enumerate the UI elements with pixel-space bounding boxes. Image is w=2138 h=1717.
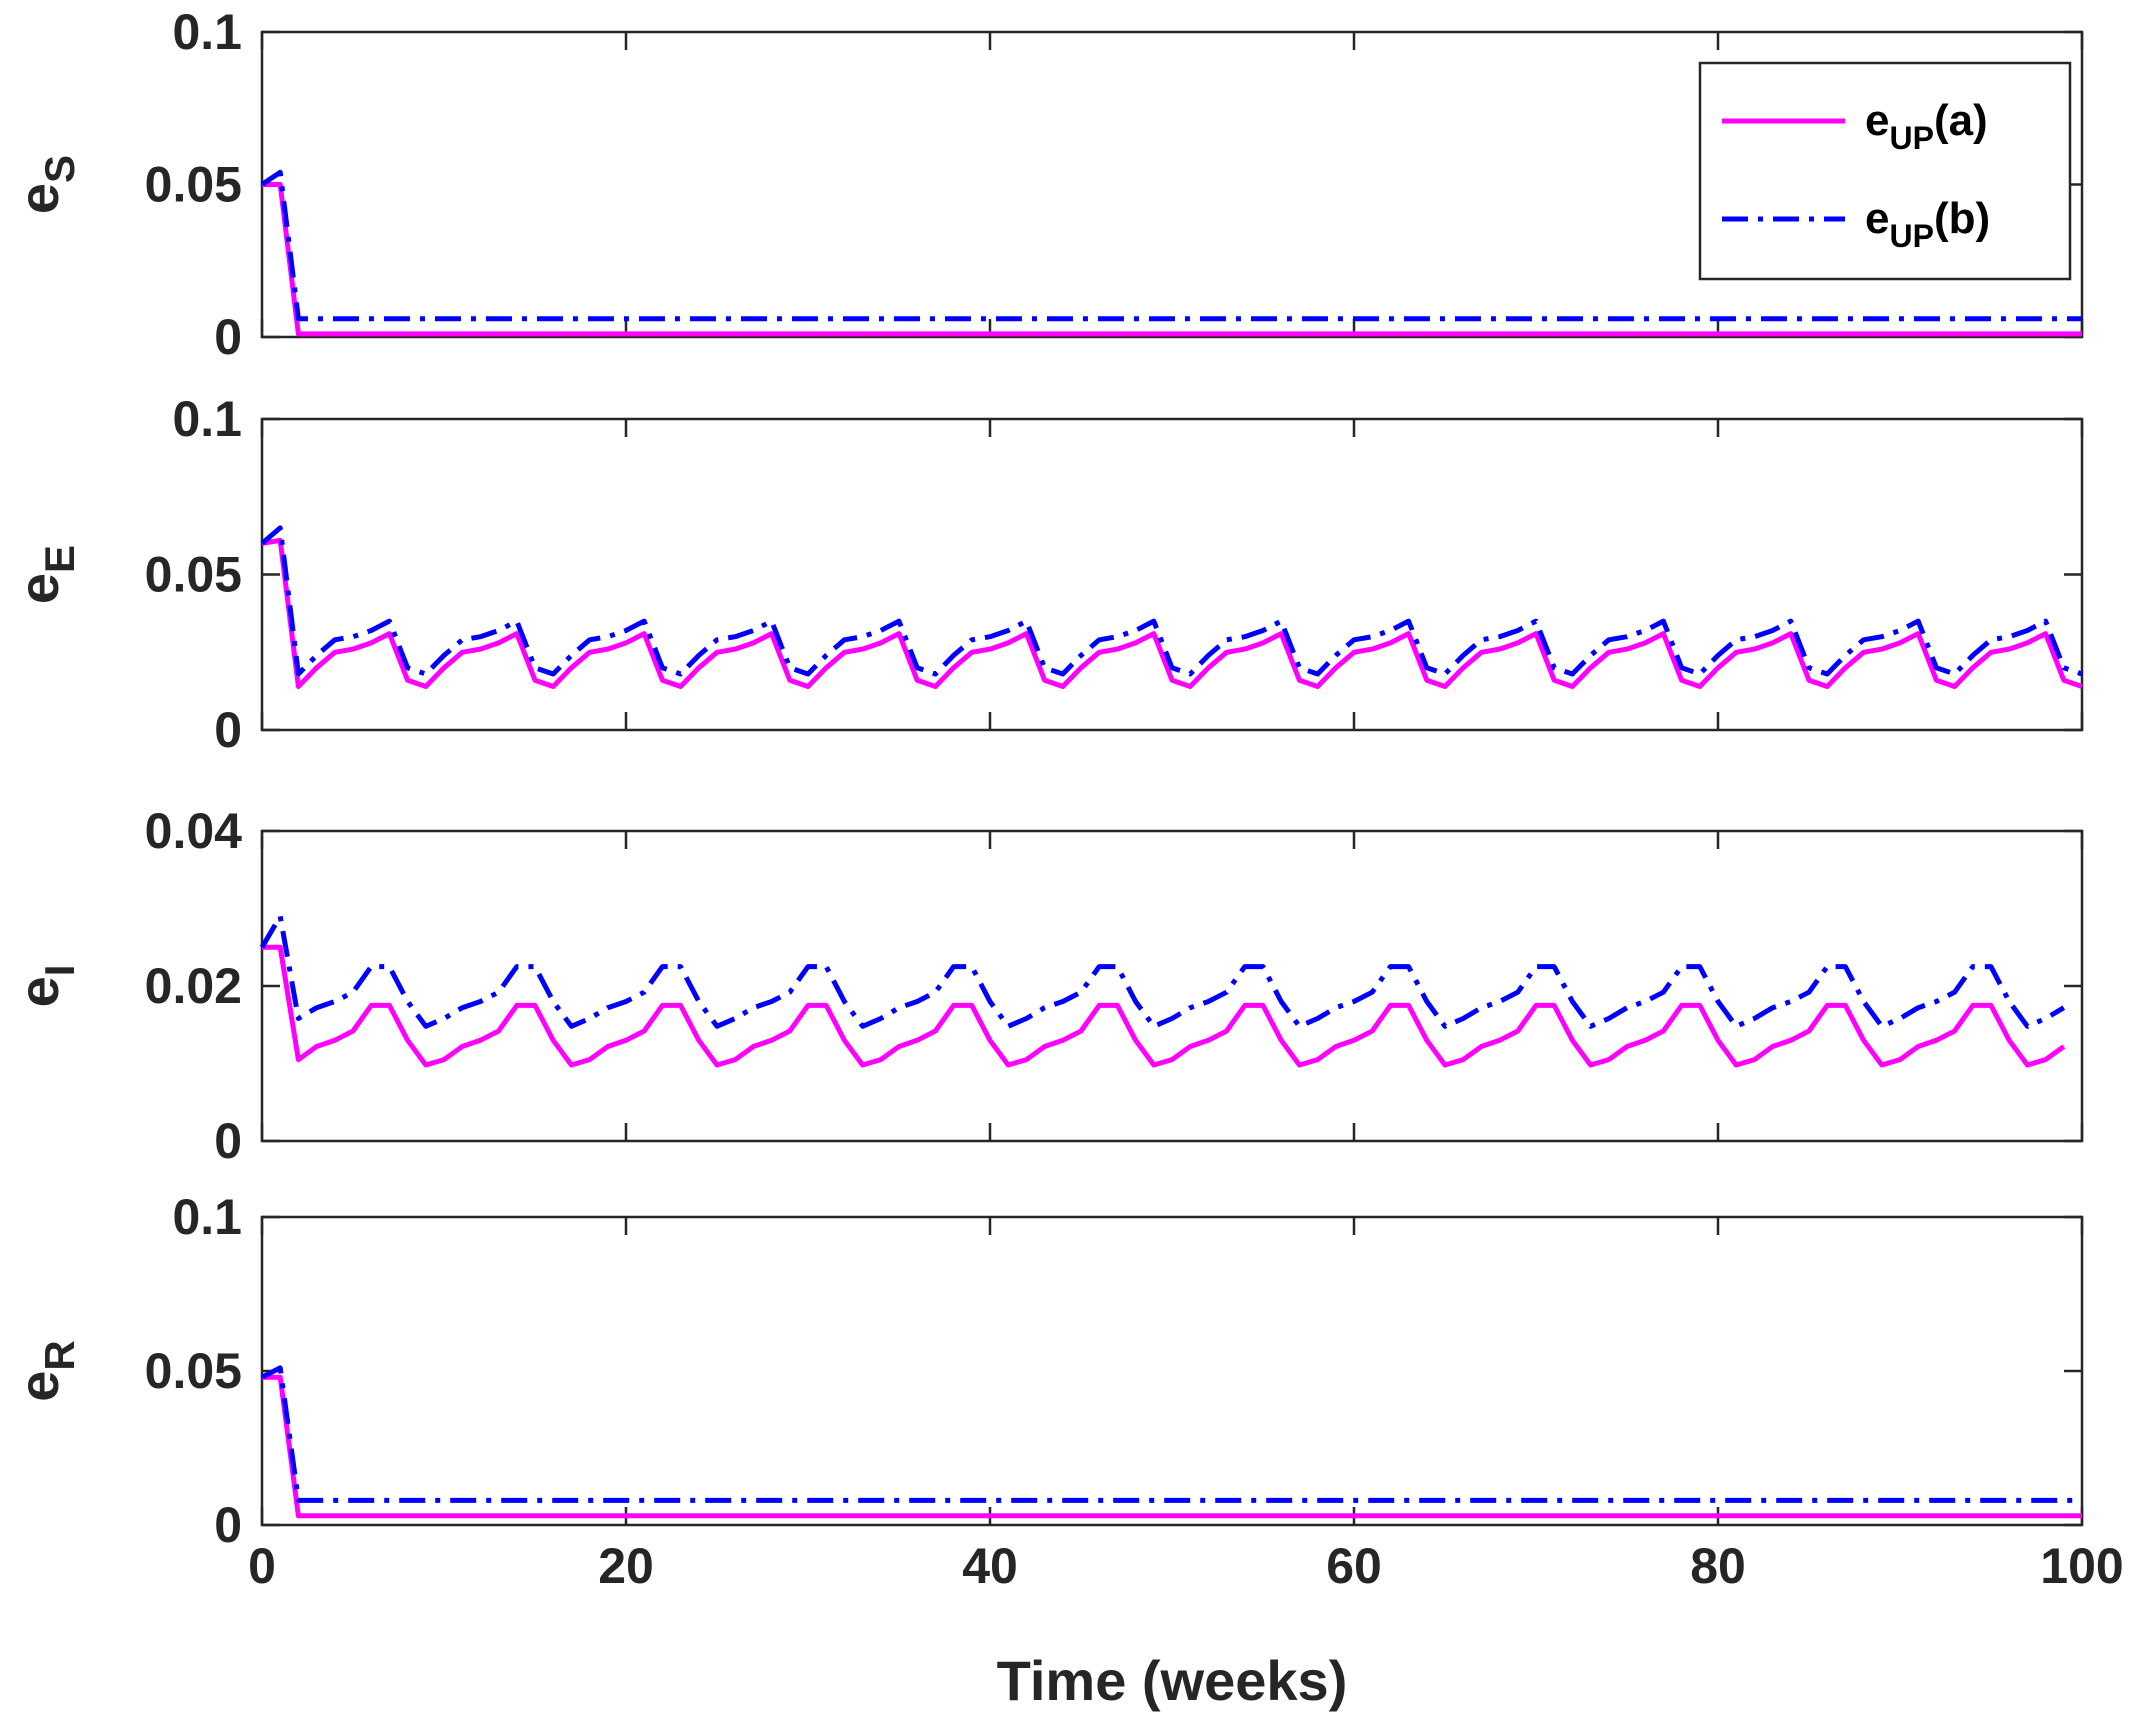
x-tick-label: 100 [2040,1538,2123,1594]
x-tick-label: 80 [1690,1538,1746,1594]
series-line-a [261,537,2083,689]
y-tick-label: 0.05 [145,1343,242,1399]
y-tick-label: 0.1 [172,4,242,60]
series-line-b [260,1365,2082,1503]
x-tick-label: 0 [248,1538,276,1594]
y-axis-label-e: eE [7,545,83,604]
y-axis-label-s: eS [7,155,83,214]
panel-i: 0 0.02 0.04 eI [7,803,2084,1169]
y-tick-label: 0.05 [145,547,242,603]
series-line-b [259,913,2066,1029]
series-line-b [260,169,2082,322]
y-axis-label-r: eR [7,1340,83,1402]
series-line-a [262,1374,2082,1519]
y-tick-label: 0.04 [145,803,243,859]
series-line-b [260,525,2083,677]
y-tick-label: 0 [214,702,242,758]
x-axis-label: Time (weeks) [997,1649,1348,1712]
y-tick-label: 0 [214,1497,242,1553]
panel-s: 0 0.05 0.1 eS [7,4,2084,365]
x-tick-label: 60 [1326,1538,1382,1594]
y-tick-label: 0.05 [145,157,242,213]
panel-e: 0 0.05 0.1 eE [7,391,2084,758]
y-tick-label: 0 [214,309,242,365]
legend-label-b: eUP(b) [1865,194,1990,254]
x-tick-label: 20 [598,1538,654,1594]
y-tick-label: 0.02 [145,958,242,1014]
y-tick-label: 0.1 [172,1189,242,1245]
legend-label-a: eUP(a) [1865,96,1988,156]
x-tick-label: 40 [962,1538,1018,1594]
panel-r: 0 20 40 60 80 100 0 0.05 0.1 eR [7,1189,2124,1594]
y-tick-label: 0.1 [172,391,242,447]
legend-box [1698,61,2072,281]
legend: eUP(a) eUP(b) [1698,61,2072,281]
y-tick-label: 0 [214,1113,242,1169]
y-axis-label-i: eI [7,965,83,1008]
series-line-a [262,944,2066,1068]
